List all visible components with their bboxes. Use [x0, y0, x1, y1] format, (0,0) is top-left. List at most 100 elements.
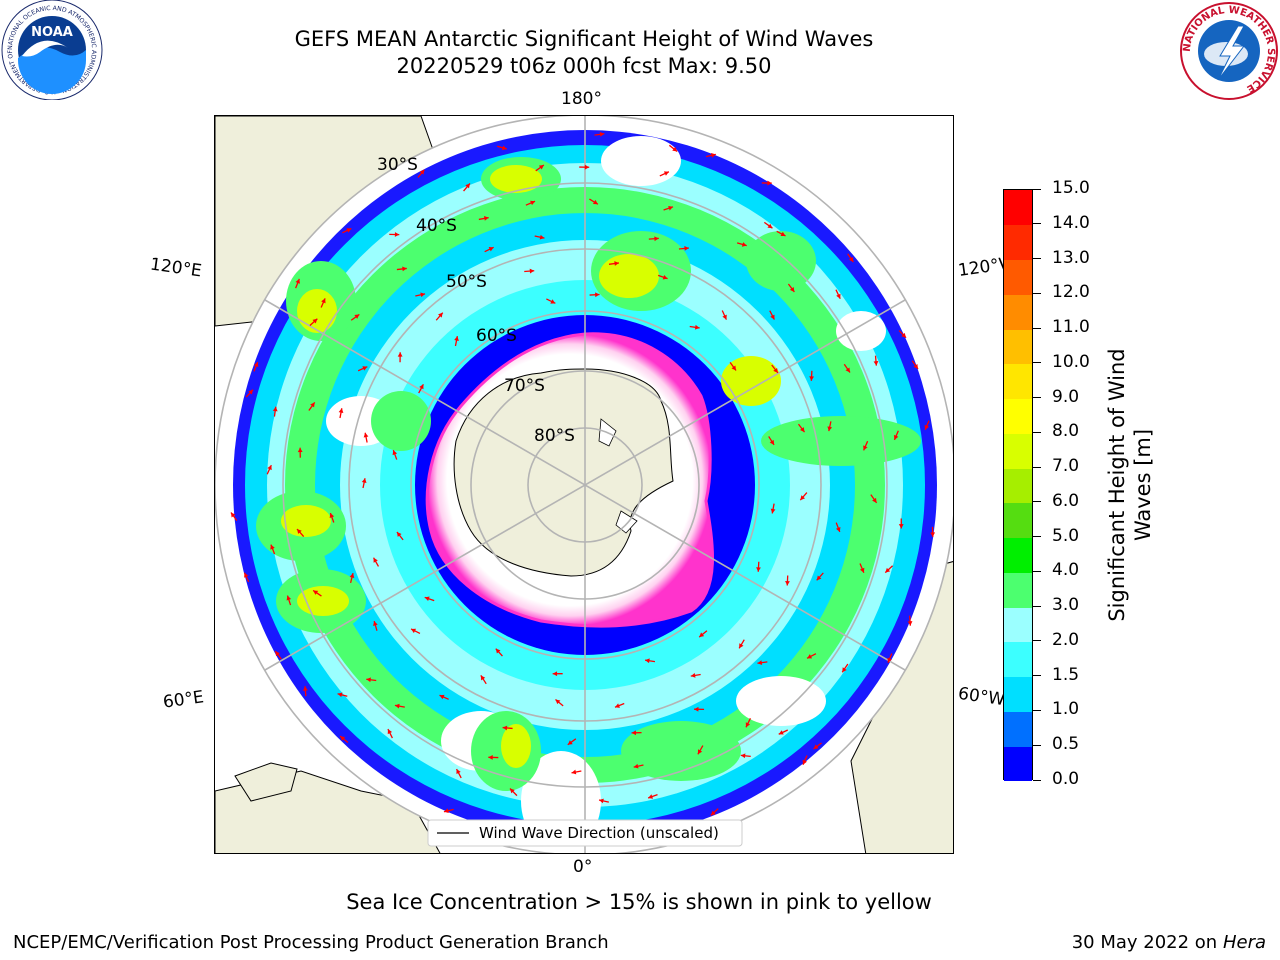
- wave-direction-arrow: [761, 180, 772, 186]
- wave-direction-arrow: [454, 336, 459, 347]
- wave-direction-arrow: [546, 298, 556, 304]
- colorbar-tick-label: 10.0: [1052, 351, 1090, 372]
- wave-direction-arrow: [657, 274, 668, 280]
- wave-direction-arrow: [835, 289, 841, 300]
- wave-direction-arrow: [841, 663, 849, 673]
- lon-label-60e: 60°E: [161, 687, 206, 713]
- colorbar-tick: [1033, 570, 1041, 572]
- colorbar-tick: [1033, 709, 1041, 711]
- colorbar-tick: [1033, 362, 1041, 364]
- wave-direction-arrow: [418, 383, 424, 394]
- colorbar-segment: [1004, 746, 1032, 782]
- wave-direction-arrow: [663, 205, 674, 211]
- colorbar-tick: [1033, 675, 1041, 677]
- colorbar-tick: [1033, 640, 1041, 642]
- wave-direction-arrow: [898, 330, 907, 339]
- lat-label-80: 80°S: [534, 426, 575, 446]
- wave-direction-arrow: [816, 572, 824, 581]
- colorbar-tick-label: 1.5: [1052, 664, 1080, 685]
- footer-branch: NCEP/EMC/Verification Post Processing Pr…: [13, 932, 609, 953]
- colorbar-segment: [1004, 607, 1032, 643]
- colorbar-tick: [1033, 466, 1041, 468]
- lon-label-120w-clip: 120°W: [956, 255, 1003, 279]
- wave-direction-arrow: [497, 145, 507, 151]
- wave-direction-arrow: [589, 198, 599, 205]
- colorbar-title-line-1: Significant Height of Wind: [1105, 348, 1129, 622]
- colorbar-segment: [1004, 294, 1032, 330]
- wave-direction-arrow: [778, 729, 789, 735]
- wave-direction-arrow: [455, 768, 462, 779]
- wave-direction-arrow: [312, 589, 322, 597]
- wave-direction-arrow: [690, 673, 701, 678]
- wave-direction-arrow: [884, 565, 894, 574]
- colorbar-segment: [1004, 572, 1032, 608]
- colorbar-segment: [1004, 537, 1032, 573]
- wave-direction-arrow: [705, 153, 716, 158]
- colorbar-tick-label: 14.0: [1052, 212, 1090, 233]
- footer-machine: Hera: [1222, 932, 1266, 953]
- colorbar-tick: [1033, 536, 1041, 538]
- wave-direction-arrow: [524, 268, 535, 274]
- wave-direction-arrow: [552, 671, 563, 677]
- colorbar-segment: [1004, 641, 1032, 678]
- wave-direction-arrow: [286, 595, 292, 606]
- wave-direction-arrow: [644, 658, 656, 664]
- wave-direction-arrow: [887, 653, 893, 663]
- wave-direction-arrow: [484, 246, 494, 253]
- colorbar-tick: [1033, 744, 1041, 746]
- wave-direction-arrow: [614, 702, 625, 708]
- wave-direction-arrow: [843, 363, 851, 373]
- wave-direction-arrow: [245, 389, 254, 398]
- sea-ice-note: Sea Ice Concentration > 15% is shown in …: [346, 890, 932, 914]
- wave-direction-arrow: [698, 630, 708, 638]
- wave-direction-arrow: [678, 246, 689, 251]
- wave-direction-arrow: [745, 718, 752, 728]
- wave-direction-arrow: [809, 370, 814, 381]
- wave-direction-arrow: [697, 745, 704, 755]
- wave-direction-arrow: [488, 755, 499, 760]
- wave-direction-arrow: [394, 703, 405, 709]
- lat-label-40: 40°S: [416, 216, 457, 236]
- colorbar-tick-label: 8.0: [1052, 421, 1080, 442]
- colorbar-segment: [1004, 259, 1032, 295]
- wave-direction-arrow: [756, 561, 761, 572]
- graticule: [215, 116, 953, 853]
- wave-direction-arrow: [893, 430, 899, 441]
- lon-label-120w: 120°W: [956, 255, 1003, 279]
- polar-map-panel: 30°S 40°S 50°S 60°S 70°S 80°S Wind Wave …: [214, 115, 954, 854]
- colorbar-tick: [1033, 188, 1041, 190]
- wave-direction-arrow: [302, 686, 308, 697]
- wave-direction-arrow: [389, 232, 400, 237]
- wave-direction-arrow: [439, 694, 449, 700]
- lat-label-60: 60°S: [476, 326, 517, 346]
- noaa-logo-text: NOAA: [31, 25, 73, 40]
- wave-direction-arrow: [463, 183, 471, 192]
- colorbar-tick-label: 11.0: [1052, 317, 1090, 338]
- wave-direction-arrow: [797, 423, 806, 433]
- wave-direction-arrow: [339, 735, 349, 743]
- wave-direction-arrow: [417, 169, 425, 178]
- lat-label-50: 50°S: [446, 272, 487, 292]
- colorbar-tick-label: 4.0: [1052, 560, 1080, 581]
- wave-direction-arrow: [769, 310, 775, 320]
- wave-direction-arrow: [349, 572, 355, 584]
- wave-direction-arrow: [911, 360, 919, 370]
- wave-direction-arrow: [806, 653, 817, 659]
- lon-label-60w-clip: 60°W: [956, 686, 1003, 710]
- wave-direction-arrow: [495, 648, 503, 657]
- wave-direction-arrow: [253, 361, 259, 372]
- wave-direction-arrow: [827, 421, 833, 432]
- wave-direction-arrow: [363, 432, 369, 443]
- noaa-logo: NATIONAL OCEANIC AND ATMOSPHERIC ADMINIS…: [0, 0, 103, 100]
- wave-direction-arrow: [787, 283, 795, 293]
- colorbar-tick-label: 12.0: [1052, 282, 1090, 303]
- wave-direction-arrow: [907, 615, 913, 626]
- wave-direction-arrow: [266, 464, 272, 475]
- wave-direction-arrow: [740, 753, 751, 759]
- wave-direction-arrow: [329, 512, 335, 523]
- colorbar-segment: [1004, 468, 1032, 504]
- wave-direction-arrow: [525, 200, 536, 206]
- wave-direction-arrow: [396, 531, 404, 541]
- wave-direction-arrow: [594, 131, 605, 137]
- colorbar-tick-label: 3.0: [1052, 595, 1080, 616]
